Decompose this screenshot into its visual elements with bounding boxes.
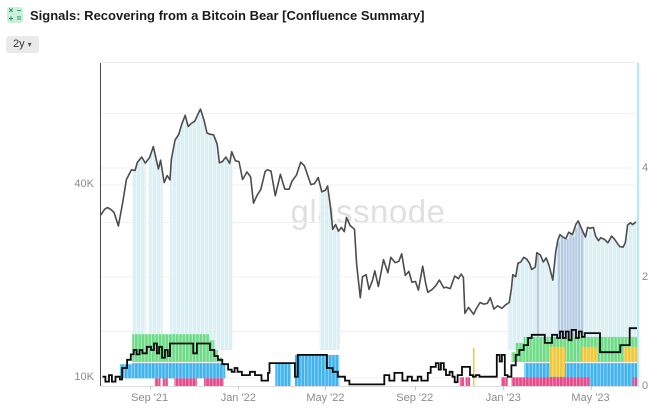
dark-stripe xyxy=(572,236,575,340)
btc-price-line xyxy=(101,108,637,316)
x-axis-tick-mark xyxy=(238,386,240,390)
right-axis-tick-label: 2 xyxy=(642,271,649,283)
x-axis-tick-label: Sep '21 xyxy=(131,392,169,404)
pink-signal-bars xyxy=(162,378,168,386)
multiply-glyph: × xyxy=(8,6,14,15)
dark-stripe xyxy=(578,222,581,340)
right-axis-tick-label: 0 xyxy=(642,380,649,392)
dark-stripe xyxy=(557,242,560,340)
dark-stripe xyxy=(563,239,566,340)
dark-stripe xyxy=(536,254,539,340)
event-marker-line xyxy=(472,347,475,386)
right-axis-line xyxy=(637,63,639,387)
x-axis-tick-mark xyxy=(414,386,416,390)
pink-signal-bars xyxy=(459,377,465,386)
green-signal-bars xyxy=(209,340,215,362)
blue-signal-bars xyxy=(132,363,226,379)
x-axis-tick-label: Sep '22 xyxy=(396,392,434,404)
x-axis-tick-label: May '22 xyxy=(306,392,345,404)
confluence-highlight-band xyxy=(132,157,146,350)
x-axis-tick-label: Jan '23 xyxy=(485,392,521,404)
pink-signal-bars xyxy=(204,378,224,386)
blue-signal-bars xyxy=(275,363,291,386)
confluence-highlight-band xyxy=(507,220,637,350)
yellow-signal-bars xyxy=(623,346,637,363)
x-axis-line xyxy=(101,386,638,387)
x-axis-tick-label: Jan '22 xyxy=(220,392,256,404)
yellow-signal-bars xyxy=(581,346,598,363)
range-selector-label: 2y xyxy=(13,38,25,50)
x-axis-tick-mark xyxy=(503,386,505,390)
confluence-step-line xyxy=(102,327,637,386)
dark-stripe xyxy=(560,237,563,340)
confluence-highlight-band xyxy=(148,146,163,350)
pink-signal-bars xyxy=(174,378,197,386)
y-axis-tick-label: 40K xyxy=(74,177,94,190)
dark-stripe xyxy=(581,229,584,340)
x-axis-tick-label: May '23 xyxy=(571,392,610,404)
green-signal-bars xyxy=(511,352,516,362)
y-axis-tick-label: 10K xyxy=(74,371,94,383)
plot-top-border xyxy=(101,62,638,63)
chevron-down-icon: ▾ xyxy=(27,39,32,49)
pink-signal-bars xyxy=(501,377,508,386)
pink-signal-bars xyxy=(632,377,637,386)
minus-glyph: − xyxy=(16,6,22,15)
right-axis-tick-label: 4 xyxy=(642,162,649,174)
yellow-signal-bars xyxy=(549,346,566,377)
dark-stripe xyxy=(575,228,578,340)
pink-signal-bars xyxy=(465,377,470,386)
pink-signal-bars xyxy=(154,378,161,386)
x-axis-tick-mark xyxy=(149,386,151,390)
range-selector-button[interactable]: 2y ▾ xyxy=(6,36,39,53)
blue-signal-bars xyxy=(589,363,637,386)
x-axis-tick-mark xyxy=(590,386,592,390)
green-signal-bars xyxy=(523,336,637,362)
equals-glyph: = xyxy=(16,14,22,23)
glassnode-watermark: glassnode xyxy=(290,193,446,230)
dark-stripe xyxy=(569,234,572,340)
confluence-highlight-band xyxy=(170,109,233,350)
confluence-highlight-band xyxy=(319,183,340,350)
y-axis-line xyxy=(100,63,101,386)
plus-glyph: + xyxy=(8,14,14,23)
formula-icon: × − + = xyxy=(7,7,23,23)
chart-plot-area[interactable] xyxy=(101,63,637,386)
x-axis-tick-mark xyxy=(325,386,327,390)
dark-stripe xyxy=(566,239,569,340)
pink-signal-bars xyxy=(511,377,590,386)
page-title: Signals: Recovering from a Bitcoin Bear … xyxy=(30,8,425,23)
